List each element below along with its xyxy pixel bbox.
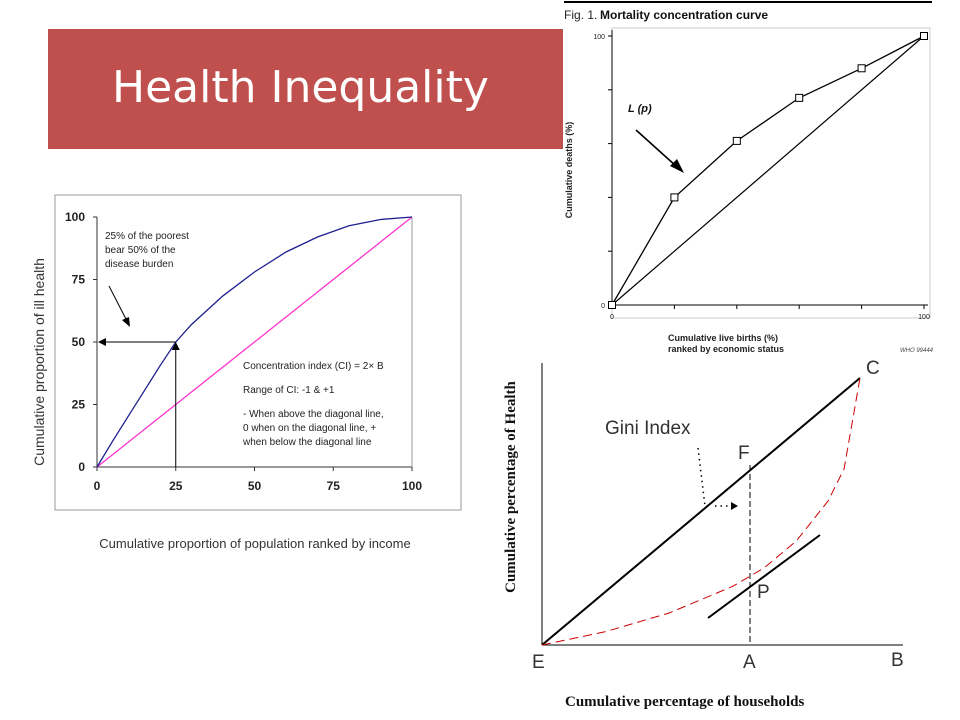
arrow-note-line: 25% of the poorest	[105, 231, 189, 242]
arrow-note-line: bear 50% of the	[105, 245, 176, 256]
source-note: WHO 99444	[900, 348, 934, 354]
ci-note-line: 0 when on the diagonal line, +	[243, 423, 376, 434]
equality-diagonal-line	[96, 216, 413, 468]
y-tick-label: 50	[72, 335, 86, 349]
x-tick-label: 0	[94, 479, 101, 493]
point-label-p: P	[757, 582, 770, 603]
slide-title: Health Inequality	[112, 62, 489, 113]
y-tick-label: 100	[593, 34, 605, 41]
arrow-note-line: disease burden	[105, 259, 173, 270]
data-point-marker	[670, 193, 679, 202]
y-axis-label: Cumulative proportion of ill health	[31, 258, 47, 466]
ci-note-line: - When above the diagonal line,	[243, 409, 384, 420]
x-tick-label: 50	[248, 479, 262, 493]
data-point-marker	[857, 64, 866, 73]
x-tick-label: 75	[327, 479, 341, 493]
data-point-marker	[732, 136, 741, 145]
x-tick-label: 25	[169, 479, 183, 493]
x-tick-label: 100	[918, 314, 930, 321]
x-tick-label: 0	[610, 314, 614, 321]
chart-frame	[54, 194, 462, 511]
ci-note-line: Concentration index (CI) = 2× B	[243, 361, 384, 372]
concentration-curve-line	[96, 216, 413, 468]
ci-note-line: Range of CI: -1 & +1	[243, 385, 335, 396]
x-axis-label-line2: ranked by economic status	[668, 344, 784, 354]
chart-title: Mortality concentration curve	[600, 8, 768, 22]
x-axis-label: Cumulative proportion of population rank…	[99, 536, 410, 551]
mortality-curve-line	[611, 35, 925, 306]
arrow-note-pointer	[108, 285, 128, 322]
gini-index-label: Gini Index	[605, 418, 691, 439]
series-pointer-arrowhead	[670, 159, 684, 173]
lorenz-curve-line	[541, 377, 861, 646]
equality-line	[541, 377, 861, 646]
figure-label: Fig. 1.	[564, 8, 597, 22]
mortality-curve-chart: Fig. 1. Mortality concentration curve 0 1…	[564, 1, 934, 354]
guide-horizontal-arrowhead	[98, 338, 106, 346]
y-axis-label: Cumulative percentage of Health	[503, 380, 519, 592]
equality-diagonal-line	[611, 35, 925, 306]
series-label: L (p)	[628, 103, 652, 115]
series-pointer-arrow	[635, 129, 677, 167]
y-tick-label: 75	[72, 273, 86, 287]
point-label-a: A	[743, 652, 756, 673]
y-axis-label: Cumulative deaths (%)	[564, 122, 574, 219]
guide-vertical-arrowhead	[171, 342, 180, 350]
data-point-marker	[920, 32, 928, 40]
data-point-marker	[608, 301, 616, 309]
y-tick-label: 25	[72, 398, 86, 412]
gini-pointer-arrowhead	[731, 502, 738, 510]
x-tick-label: 100	[402, 479, 422, 493]
gini-pointer-dotted	[697, 447, 706, 507]
ci-note-line: when below the diagonal line	[242, 437, 372, 448]
arrow-note-pointer-head	[122, 317, 130, 327]
x-axis-label: Cumulative percentage of households	[565, 694, 804, 710]
point-label-c: C	[866, 358, 880, 379]
y-tick-label: 100	[65, 210, 85, 224]
data-point-marker	[795, 93, 804, 102]
y-tick-label: 0	[78, 460, 85, 474]
title-banner	[48, 29, 563, 149]
concentration-curve-chart: 0 25 50 75 100 0 25 50 75 100 25% of the poorest b…	[31, 194, 462, 551]
tangent-line	[707, 534, 821, 619]
point-label-b: B	[891, 650, 904, 671]
point-label-f: F	[738, 443, 750, 464]
lorenz-curve-chart: Cumulative percentage of Health Cumulati…	[503, 358, 904, 710]
arrow-note: 25% of the poorest bear 50% of the disease…	[105, 231, 189, 270]
point-label-e: E	[532, 652, 545, 673]
x-axis-label-line1: Cumulative live births (%)	[668, 333, 778, 343]
y-tick-label: 0	[601, 303, 605, 310]
